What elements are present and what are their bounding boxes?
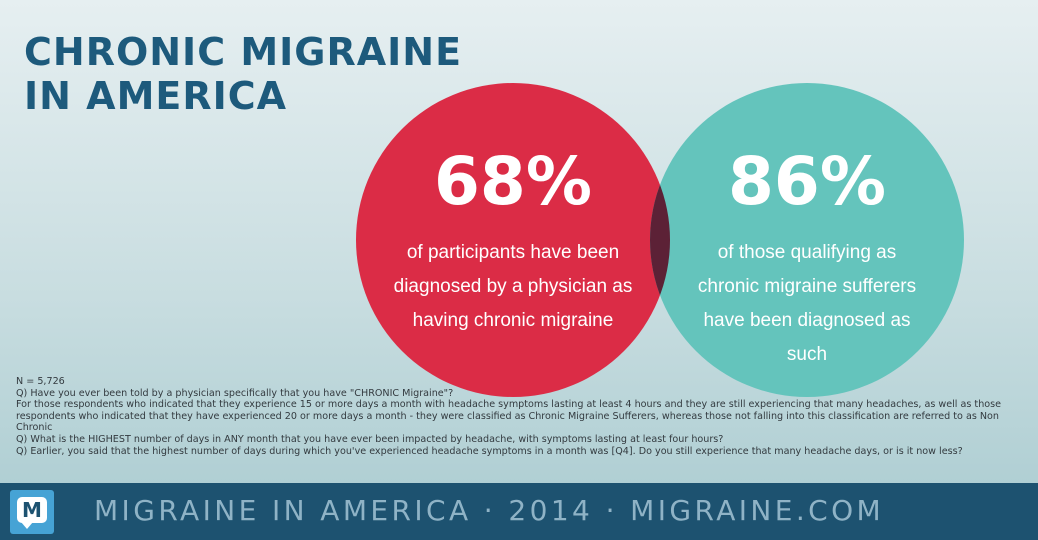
migraine-logo-icon: M [10,490,54,534]
footer-text: MIGRAINE IN AMERICA · 2014 · MIGRAINE.CO… [94,494,885,527]
stat-right: 86% of those qualifying as chronic migra… [690,146,924,372]
note-question-1: Q) Have you ever been told by a physicia… [16,387,454,399]
methodology-notes: N = 5,726 Q) Have you ever been told by … [16,376,1026,457]
note-question-2: Q) What is the HIGHEST number of days in… [16,433,724,445]
footer-bar: M MIGRAINE IN AMERICA · 2014 · MIGRAINE.… [0,483,1038,540]
stat-right-value: 86% [728,143,886,220]
stat-left-value: 68% [434,143,592,220]
logo-letter: M [17,497,47,523]
note-classification: For those respondents who indicated that… [16,399,1002,434]
stat-left-label: of participants have been diagnosed by a… [393,242,633,331]
page-title: CHRONIC MIGRAINE IN AMERICA [24,30,462,118]
stat-right-label: of those qualifying as chronic migraine … [697,242,917,365]
venn-circle-left [356,83,670,397]
note-sample-size: N = 5,726 [16,376,65,387]
title-line-1: CHRONIC MIGRAINE [24,30,463,74]
stat-left: 68% of participants have been diagnosed … [372,146,654,338]
title-line-2: IN AMERICA [24,74,288,118]
note-question-3: Q) Earlier, you said that the highest nu… [16,445,963,457]
venn-circle-right [650,83,964,397]
